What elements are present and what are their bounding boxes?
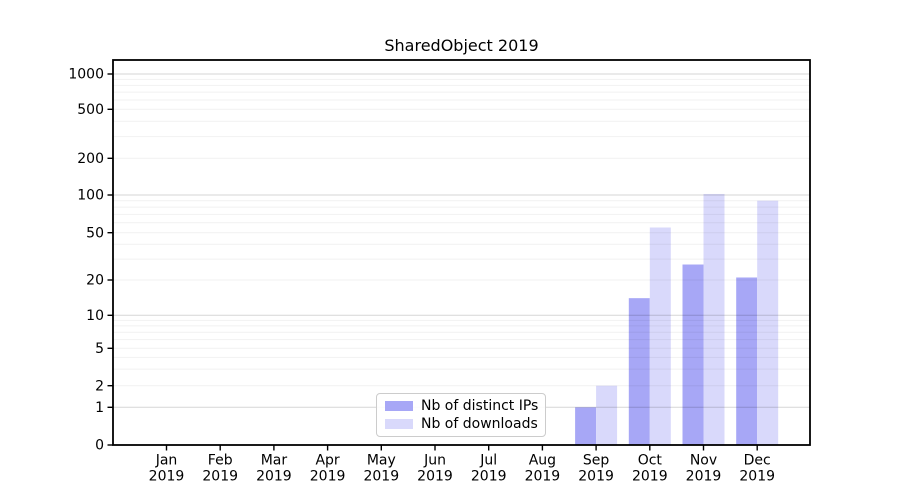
x-tick-label-year: 2019: [310, 469, 346, 485]
labels-layer: 01251020501002005001000Jan2019Feb2019Mar…: [68, 67, 775, 485]
x-tick-label-year: 2019: [632, 469, 668, 485]
legend-swatch-distinct-ips: [385, 400, 413, 411]
y-tick-label: 50: [86, 225, 104, 241]
x-tick-label-month: Jun: [423, 453, 446, 469]
legend-label: Nb of distinct IPs: [421, 397, 539, 414]
chart-title: SharedObject 2019: [384, 36, 539, 55]
plot-frame: [112, 59, 811, 446]
axes-layer: [107, 59, 811, 451]
x-tick-label-month: May: [367, 453, 396, 469]
bar-distinct-ips: [736, 277, 758, 445]
bar-downloads: [649, 227, 671, 445]
x-tick-label-month: Apr: [315, 453, 339, 469]
y-tick-label: 500: [77, 102, 104, 118]
legend: Nb of distinct IPs Nb of downloads: [376, 393, 546, 437]
x-tick-label-month: Mar: [261, 453, 288, 469]
x-tick-label-month: Dec: [744, 453, 771, 469]
y-tick-label: 20: [86, 273, 104, 289]
y-tick-label: 0: [95, 438, 104, 454]
x-tick-label-month: Nov: [690, 453, 717, 469]
x-tick-label-year: 2019: [578, 469, 614, 485]
y-tick-label: 100: [77, 188, 104, 204]
x-tick-label-year: 2019: [363, 469, 399, 485]
legend-row: Nb of downloads: [385, 415, 539, 433]
y-tick-label: 2: [95, 378, 104, 394]
bar-downloads: [757, 200, 779, 445]
legend-label: Nb of downloads: [421, 416, 538, 433]
x-tick-label-month: Feb: [208, 453, 233, 469]
x-tick-label-year: 2019: [471, 469, 507, 485]
x-tick-label-year: 2019: [739, 469, 775, 485]
x-tick-label-year: 2019: [686, 469, 722, 485]
x-tick-label-year: 2019: [149, 469, 185, 485]
x-tick-label-year: 2019: [417, 469, 453, 485]
x-tick-label-year: 2019: [525, 469, 561, 485]
x-tick-label-year: 2019: [256, 469, 292, 485]
y-tick-label: 10: [86, 308, 104, 324]
y-tick-label: 1: [95, 400, 104, 416]
bar-distinct-ips: [575, 407, 597, 445]
bar-downloads: [596, 385, 618, 445]
bar-downloads: [703, 193, 725, 445]
y-tick-label: 200: [77, 151, 104, 167]
legend-row: Nb of distinct IPs: [385, 397, 539, 415]
x-tick-label-month: Jul: [479, 453, 497, 469]
y-tick-label: 5: [95, 341, 104, 357]
x-tick-label-month: Jan: [155, 453, 178, 469]
x-tick-label-month: Sep: [583, 453, 610, 469]
x-tick-label-month: Aug: [529, 453, 556, 469]
y-tick-label: 1000: [68, 67, 104, 83]
bar-distinct-ips: [682, 264, 704, 445]
bars-layer: [575, 193, 779, 445]
x-tick-label-month: Oct: [638, 453, 663, 469]
x-tick-label-year: 2019: [202, 469, 238, 485]
legend-swatch-downloads: [385, 419, 413, 430]
bar-distinct-ips: [628, 298, 650, 445]
